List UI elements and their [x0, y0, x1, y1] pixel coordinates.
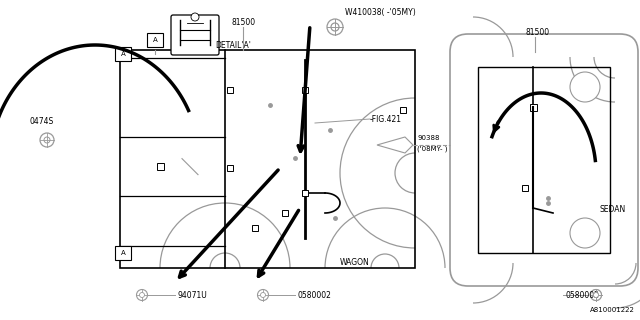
- Bar: [120, 50, 415, 268]
- Text: 90388: 90388: [417, 135, 440, 141]
- Bar: [115, 246, 131, 260]
- Circle shape: [570, 218, 600, 248]
- Bar: [227, 165, 233, 171]
- Circle shape: [593, 292, 598, 298]
- Text: A: A: [152, 37, 157, 43]
- Bar: [529, 103, 536, 110]
- Bar: [157, 163, 163, 170]
- Text: A810001222: A810001222: [590, 307, 635, 313]
- Circle shape: [40, 133, 54, 147]
- Bar: [252, 225, 258, 231]
- Bar: [121, 50, 129, 58]
- Bar: [121, 249, 129, 257]
- Text: ('08MY- ): ('08MY- ): [417, 145, 447, 151]
- Circle shape: [327, 19, 343, 35]
- Text: 94071U: 94071U: [177, 291, 207, 300]
- Circle shape: [331, 23, 339, 31]
- Circle shape: [570, 72, 600, 102]
- Circle shape: [191, 13, 199, 21]
- Circle shape: [260, 292, 266, 298]
- Text: A: A: [120, 250, 125, 256]
- Circle shape: [257, 290, 269, 300]
- Circle shape: [136, 290, 147, 300]
- Text: -FIG.421: -FIG.421: [370, 115, 402, 124]
- Text: 0580002: 0580002: [565, 291, 599, 300]
- Circle shape: [140, 292, 145, 298]
- Bar: [282, 210, 288, 216]
- Bar: [302, 87, 308, 93]
- FancyBboxPatch shape: [171, 15, 219, 55]
- Text: W410038( -'05MY): W410038( -'05MY): [345, 8, 416, 17]
- Circle shape: [591, 290, 602, 300]
- Bar: [522, 185, 528, 191]
- Text: 0580002: 0580002: [297, 291, 331, 300]
- Text: SEDAN: SEDAN: [600, 205, 627, 214]
- Text: 81500: 81500: [232, 18, 256, 27]
- Bar: [478, 67, 610, 253]
- Bar: [227, 87, 233, 93]
- Text: 81500: 81500: [525, 28, 549, 37]
- Text: A: A: [120, 51, 125, 57]
- Circle shape: [593, 292, 598, 298]
- Text: WAGON: WAGON: [340, 258, 370, 267]
- Text: 0474S: 0474S: [30, 117, 54, 126]
- Bar: [302, 190, 308, 196]
- Polygon shape: [377, 137, 413, 153]
- Bar: [147, 33, 163, 47]
- Text: DETAIL'A': DETAIL'A': [215, 41, 251, 50]
- Circle shape: [44, 137, 50, 143]
- Bar: [400, 107, 406, 113]
- Circle shape: [591, 290, 602, 300]
- Bar: [115, 47, 131, 61]
